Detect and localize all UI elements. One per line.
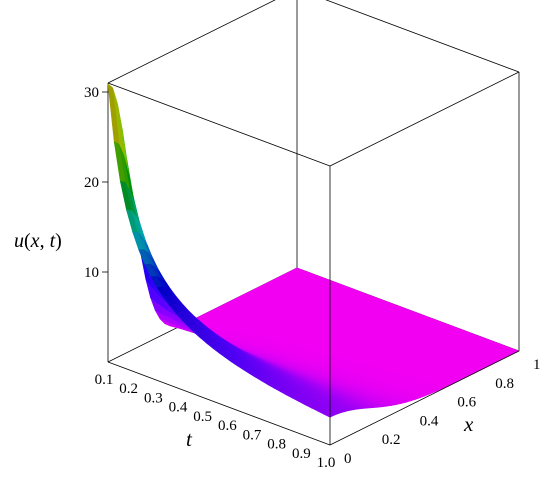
box-edge [329,350,520,446]
t-tick-label: 0.2 [119,381,138,397]
t-tick-label: 0.9 [292,446,311,462]
z-axis-fn: u [14,230,24,252]
box-edge [107,82,331,167]
x-tick-label: 0.2 [382,432,401,448]
t-tick-label: 0.7 [243,427,262,443]
t-tick-label: 0.1 [95,372,114,388]
x-tick-label: 0 [344,451,352,467]
surface [107,83,520,418]
x-tick-label: 1 [533,357,541,373]
t-axis-title: t [186,427,193,451]
x-tick-label: 0.4 [420,413,439,429]
tick-labels: 10 20 30 0.1 0.2 0.3 0.4 0.5 0.6 0.7 0.8 0.9 1.0 0 0.2… [84,85,541,471]
t-tick-label: 0.4 [169,400,188,416]
z-axis-arg-x: x [30,230,40,252]
z-tick-label: 20 [84,175,99,191]
box-edge [329,71,520,167]
bounding-box-front-edges [107,71,520,446]
x-tick-label: 0.6 [457,395,476,411]
t-tick-label: 0.8 [267,437,286,453]
z-axis-arg-t: t [50,230,56,252]
x-tick-label: 0.8 [495,376,514,392]
surface-patch [323,411,336,418]
z-axis-title: u(x, t) [14,230,62,252]
t-tick-label: 0.5 [193,409,212,425]
x-axis-title: x [463,412,474,436]
t-tick-label: 0.6 [218,418,237,434]
box-edge [107,361,331,446]
z-tick-label: 30 [84,85,99,101]
t-tick-label: 1.0 [317,455,336,471]
box-edge [325,0,520,73]
t-tick-label: 0.3 [144,390,163,406]
z-tick-label: 10 [84,265,99,281]
box-edge [107,0,276,84]
